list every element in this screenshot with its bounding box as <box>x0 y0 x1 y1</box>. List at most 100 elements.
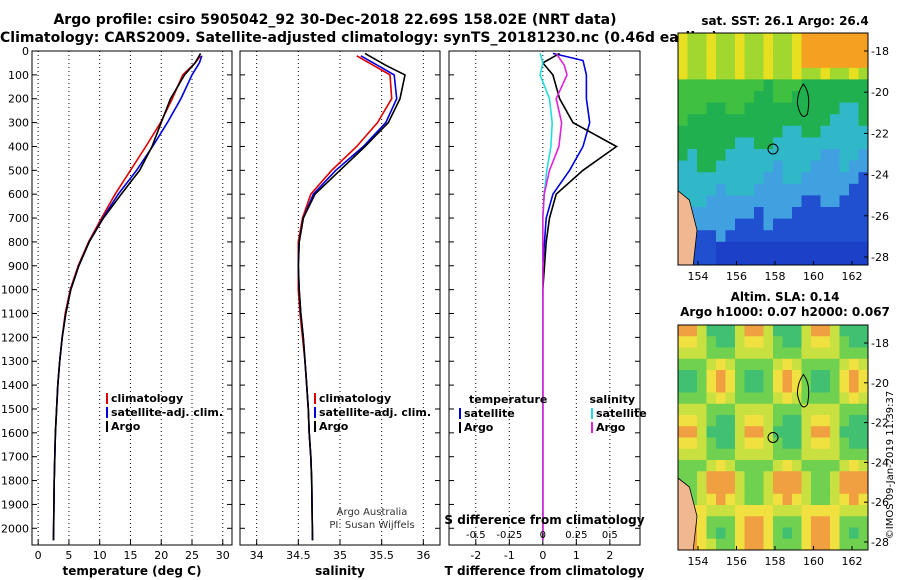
lon-tick-label: 160 <box>803 270 824 283</box>
lon-tick-label: 158 <box>765 270 786 283</box>
x-tick-label: 35 <box>333 549 347 562</box>
chart-title: Argo profile: csiro 5905042_92 30-Dec-20… <box>53 12 617 28</box>
credit-annotation: PI: Susan Wijffels <box>329 520 414 531</box>
lat-tick-label: -20 <box>871 377 889 390</box>
legend-label: Argo <box>464 421 494 434</box>
lat-tick-label: -20 <box>871 86 889 99</box>
x-tick-label: 34 <box>250 549 264 562</box>
secondary-tick-label: 0.5 <box>602 530 618 541</box>
lon-tick-label: 154 <box>688 270 709 283</box>
x-tick-label: -1 <box>504 549 515 562</box>
y-tick-label: 1400 <box>1 379 29 392</box>
legend-title: salinity <box>589 393 635 406</box>
secondary-tick-label: -0.5 <box>466 530 486 541</box>
legend-title: temperature <box>469 393 547 406</box>
lon-tick-label: 162 <box>842 270 863 283</box>
sla-map <box>677 324 869 551</box>
secondary-tick-label: 0.25 <box>565 530 587 541</box>
lat-tick-label: -24 <box>871 169 889 182</box>
legend-label: Argo <box>111 420 141 433</box>
lat-tick-label: -18 <box>871 45 889 58</box>
y-tick-label: 1700 <box>1 451 29 464</box>
lat-tick-label: -28 <box>871 536 889 549</box>
lat-tick-label: -26 <box>871 496 889 509</box>
y-tick-label: 1300 <box>1 355 29 368</box>
legend-label: Argo <box>596 421 626 434</box>
series-line-climatology <box>52 55 202 541</box>
y-tick-label: 1800 <box>1 475 29 488</box>
y-tick-label: 2000 <box>1 522 29 535</box>
lat-tick-label: -24 <box>871 456 889 469</box>
timestamp-credit: ©IMOS 09-Jan-2019 11:39:37 <box>885 391 896 539</box>
x-tick-label: 2 <box>606 549 613 562</box>
x-tick-label: 15 <box>123 549 137 562</box>
lat-tick-label: -28 <box>871 251 889 264</box>
x-tick-label: 36 <box>416 549 430 562</box>
map-frame <box>677 324 869 551</box>
y-tick-label: 1100 <box>1 308 29 321</box>
series-line-satellite-adj-clim- <box>52 55 203 541</box>
y-tick-label: 1900 <box>1 498 29 511</box>
x-tick-label: -2 <box>470 549 481 562</box>
sla-map-subtitle: Argo h1000: 0.07 h2000: 0.067 <box>680 305 890 319</box>
lon-tick-label: 154 <box>688 555 709 568</box>
y-tick-label: 500 <box>8 164 29 177</box>
sla-map-title: Altim. SLA: 0.14 <box>730 290 840 304</box>
lon-tick-label: 162 <box>842 555 863 568</box>
legend-label: satellite <box>596 407 647 420</box>
lon-tick-label: 156 <box>726 555 747 568</box>
legend-label: satellite <box>464 407 515 420</box>
x-tick-label: 25 <box>185 549 199 562</box>
secondary-axis-label: S difference from climatology <box>444 513 644 527</box>
lat-tick-label: -22 <box>871 127 889 140</box>
y-tick-label: 800 <box>8 236 29 249</box>
panel-frame-1 <box>31 50 233 546</box>
x-tick-label: 20 <box>154 549 168 562</box>
x-axis-label: temperature (deg C) <box>63 564 202 578</box>
series-line-t-argo <box>541 52 619 541</box>
y-tick-label: 1200 <box>1 331 29 344</box>
x-axis-label: salinity <box>315 564 365 578</box>
lon-tick-label: 158 <box>765 555 786 568</box>
x-tick-label: 10 <box>93 549 107 562</box>
y-tick-label: 600 <box>8 188 29 201</box>
legend-label: satellite-adj. clim. <box>111 406 223 419</box>
lat-tick-label: -26 <box>871 210 889 223</box>
x-tick-label: 30 <box>216 549 230 562</box>
float-position-marker <box>767 432 779 443</box>
secondary-tick-label: -0.25 <box>496 530 522 541</box>
lat-tick-label: -18 <box>871 337 889 350</box>
legend-label: satellite-adj. clim. <box>319 406 431 419</box>
y-tick-label: 1600 <box>1 427 29 440</box>
y-tick-label: 900 <box>8 260 29 273</box>
series-line-s-argo <box>541 52 568 541</box>
panel-frame-3 <box>448 50 641 546</box>
lon-tick-label: 156 <box>726 270 747 283</box>
sst-map-title: sat. SST: 26.1 Argo: 26.4 <box>701 14 869 28</box>
float-position-marker <box>767 143 779 155</box>
panel-frame-2 <box>239 50 441 546</box>
y-tick-label: 200 <box>8 93 29 106</box>
sst-map <box>677 32 869 266</box>
island-outline <box>796 373 810 408</box>
x-axis-label: T difference from climatology <box>445 564 645 578</box>
lat-tick-label: -22 <box>871 417 889 430</box>
y-tick-label: 700 <box>8 212 29 225</box>
secondary-tick-label: 0 <box>540 530 546 541</box>
chart-subtitle: Climatology: CARS2009. Satellite-adjuste… <box>0 30 718 46</box>
y-tick-label: 0 <box>22 45 29 58</box>
x-tick-label: 35.5 <box>369 549 394 562</box>
legend-label: Argo <box>319 420 349 433</box>
y-tick-label: 300 <box>8 117 29 130</box>
series-line-argo <box>297 52 406 541</box>
series-line-argo <box>52 52 202 541</box>
legend-label: climatology <box>111 392 183 405</box>
x-tick-label: 5 <box>65 549 72 562</box>
x-tick-label: 0 <box>35 549 42 562</box>
series-line-t-satellite <box>541 52 591 541</box>
island-outline <box>796 83 810 117</box>
y-tick-label: 400 <box>8 140 29 153</box>
map-frame <box>677 32 869 266</box>
legend-label: climatology <box>319 392 391 405</box>
series-line-climatology <box>297 55 393 541</box>
